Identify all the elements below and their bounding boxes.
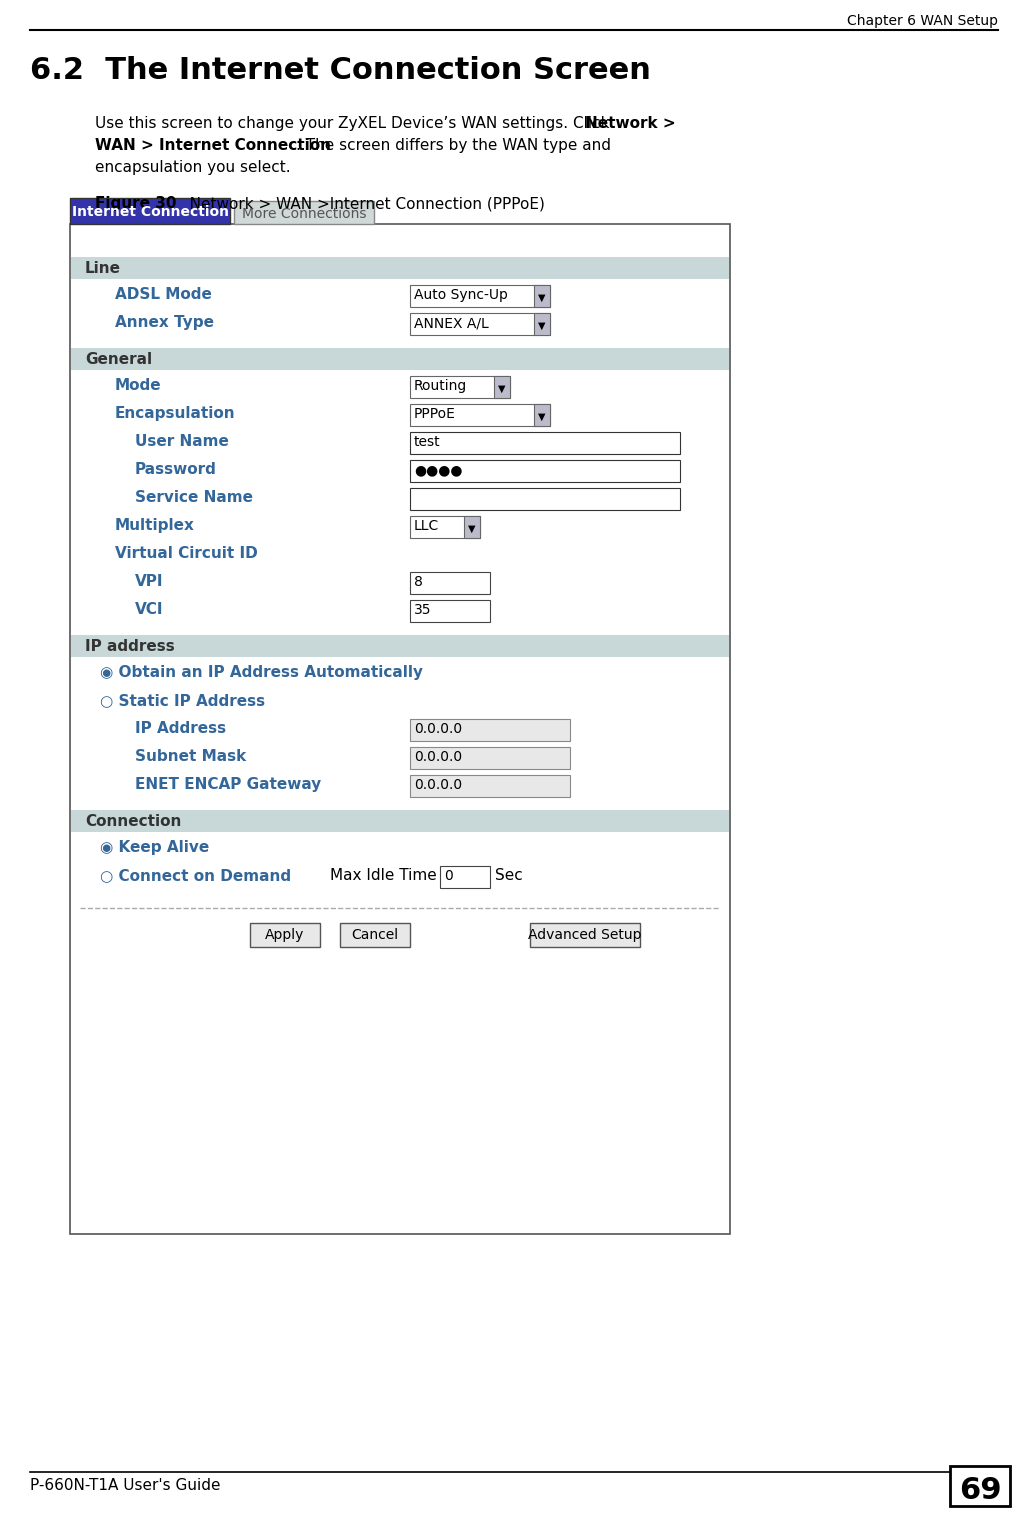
Text: 0.0.0.0: 0.0.0.0: [414, 750, 463, 764]
FancyBboxPatch shape: [70, 224, 730, 1234]
Text: 6.2  The Internet Connection Screen: 6.2 The Internet Connection Screen: [30, 56, 651, 85]
FancyBboxPatch shape: [410, 600, 490, 622]
FancyBboxPatch shape: [530, 924, 640, 946]
FancyBboxPatch shape: [464, 517, 480, 538]
Text: Password: Password: [135, 462, 217, 477]
Text: P-660N-T1A User's Guide: P-660N-T1A User's Guide: [30, 1478, 220, 1494]
Text: ○ Connect on Demand: ○ Connect on Demand: [100, 869, 291, 882]
Text: Apply: Apply: [265, 928, 304, 942]
Text: IP address: IP address: [85, 639, 175, 654]
Text: ▼: ▼: [539, 293, 546, 303]
Text: 0.0.0.0: 0.0.0.0: [414, 777, 463, 792]
FancyBboxPatch shape: [410, 572, 490, 594]
Text: ●●●●: ●●●●: [414, 463, 463, 477]
Text: encapsulation you select.: encapsulation you select.: [95, 160, 291, 175]
FancyBboxPatch shape: [494, 376, 510, 398]
Text: Cancel: Cancel: [352, 928, 399, 942]
Text: Use this screen to change your ZyXEL Device’s WAN settings. Click: Use this screen to change your ZyXEL Dev…: [95, 116, 615, 131]
Text: . The screen differs by the WAN type and: . The screen differs by the WAN type and: [296, 139, 611, 152]
Text: Line: Line: [85, 261, 121, 276]
Text: Subnet Mask: Subnet Mask: [135, 748, 247, 764]
FancyBboxPatch shape: [410, 404, 550, 427]
Text: Internet Connection: Internet Connection: [72, 206, 228, 219]
FancyBboxPatch shape: [534, 404, 550, 427]
Text: test: test: [414, 434, 441, 450]
Text: General: General: [85, 352, 152, 367]
FancyBboxPatch shape: [71, 636, 729, 657]
Text: IP Address: IP Address: [135, 721, 226, 736]
Text: VCI: VCI: [135, 602, 163, 617]
FancyBboxPatch shape: [71, 258, 729, 279]
Text: 69: 69: [959, 1477, 1001, 1506]
Text: Routing: Routing: [414, 379, 468, 393]
Text: ANNEX A/L: ANNEX A/L: [414, 315, 488, 331]
Text: PPPoE: PPPoE: [414, 407, 455, 421]
FancyBboxPatch shape: [410, 776, 570, 797]
FancyBboxPatch shape: [71, 347, 729, 370]
FancyBboxPatch shape: [534, 285, 550, 306]
FancyBboxPatch shape: [410, 747, 570, 770]
FancyBboxPatch shape: [534, 312, 550, 335]
FancyBboxPatch shape: [340, 924, 410, 946]
Text: More Connections: More Connections: [242, 207, 366, 221]
Text: Sec: Sec: [495, 869, 523, 882]
FancyBboxPatch shape: [410, 719, 570, 741]
Text: Mode: Mode: [115, 378, 161, 393]
Text: ◉ Obtain an IP Address Automatically: ◉ Obtain an IP Address Automatically: [100, 664, 423, 680]
Text: Figure 30: Figure 30: [95, 197, 177, 210]
Text: Service Name: Service Name: [135, 491, 253, 504]
FancyBboxPatch shape: [410, 488, 680, 511]
Text: Multiplex: Multiplex: [115, 518, 195, 533]
Text: Max Idle Time: Max Idle Time: [330, 869, 437, 882]
FancyBboxPatch shape: [71, 809, 729, 832]
Text: Advanced Setup: Advanced Setup: [528, 928, 641, 942]
Text: Annex Type: Annex Type: [115, 315, 214, 331]
Text: Encapsulation: Encapsulation: [115, 405, 235, 421]
Text: Network >: Network >: [585, 116, 675, 131]
FancyBboxPatch shape: [234, 201, 374, 224]
Text: WAN > Internet Connection: WAN > Internet Connection: [95, 139, 331, 152]
Text: Network > WAN >Internet Connection (PPPoE): Network > WAN >Internet Connection (PPPo…: [175, 197, 545, 210]
FancyBboxPatch shape: [950, 1466, 1009, 1506]
Text: ▼: ▼: [539, 322, 546, 331]
Text: LLC: LLC: [414, 520, 439, 533]
Text: ADSL Mode: ADSL Mode: [115, 287, 212, 302]
Text: 35: 35: [414, 604, 432, 617]
FancyBboxPatch shape: [410, 312, 550, 335]
Text: ENET ENCAP Gateway: ENET ENCAP Gateway: [135, 777, 321, 792]
FancyBboxPatch shape: [70, 198, 230, 224]
FancyBboxPatch shape: [410, 460, 680, 482]
Text: ◉ Keep Alive: ◉ Keep Alive: [100, 840, 210, 855]
FancyBboxPatch shape: [410, 376, 510, 398]
FancyBboxPatch shape: [440, 866, 490, 888]
Text: ○ Static IP Address: ○ Static IP Address: [100, 693, 265, 709]
Text: ▼: ▼: [539, 411, 546, 422]
Text: Auto Sync-Up: Auto Sync-Up: [414, 288, 508, 302]
Text: 0: 0: [444, 869, 452, 882]
Text: Chapter 6 WAN Setup: Chapter 6 WAN Setup: [847, 14, 998, 27]
Text: Connection: Connection: [85, 814, 181, 829]
Text: VPI: VPI: [135, 575, 163, 588]
FancyBboxPatch shape: [250, 924, 320, 946]
Text: 8: 8: [414, 575, 423, 588]
FancyBboxPatch shape: [410, 431, 680, 454]
Text: ▼: ▼: [499, 384, 506, 395]
Text: ▼: ▼: [468, 524, 476, 533]
Text: User Name: User Name: [135, 434, 229, 450]
FancyBboxPatch shape: [410, 285, 550, 306]
Text: Virtual Circuit ID: Virtual Circuit ID: [115, 546, 258, 561]
Text: 0.0.0.0: 0.0.0.0: [414, 722, 463, 736]
FancyBboxPatch shape: [410, 517, 480, 538]
